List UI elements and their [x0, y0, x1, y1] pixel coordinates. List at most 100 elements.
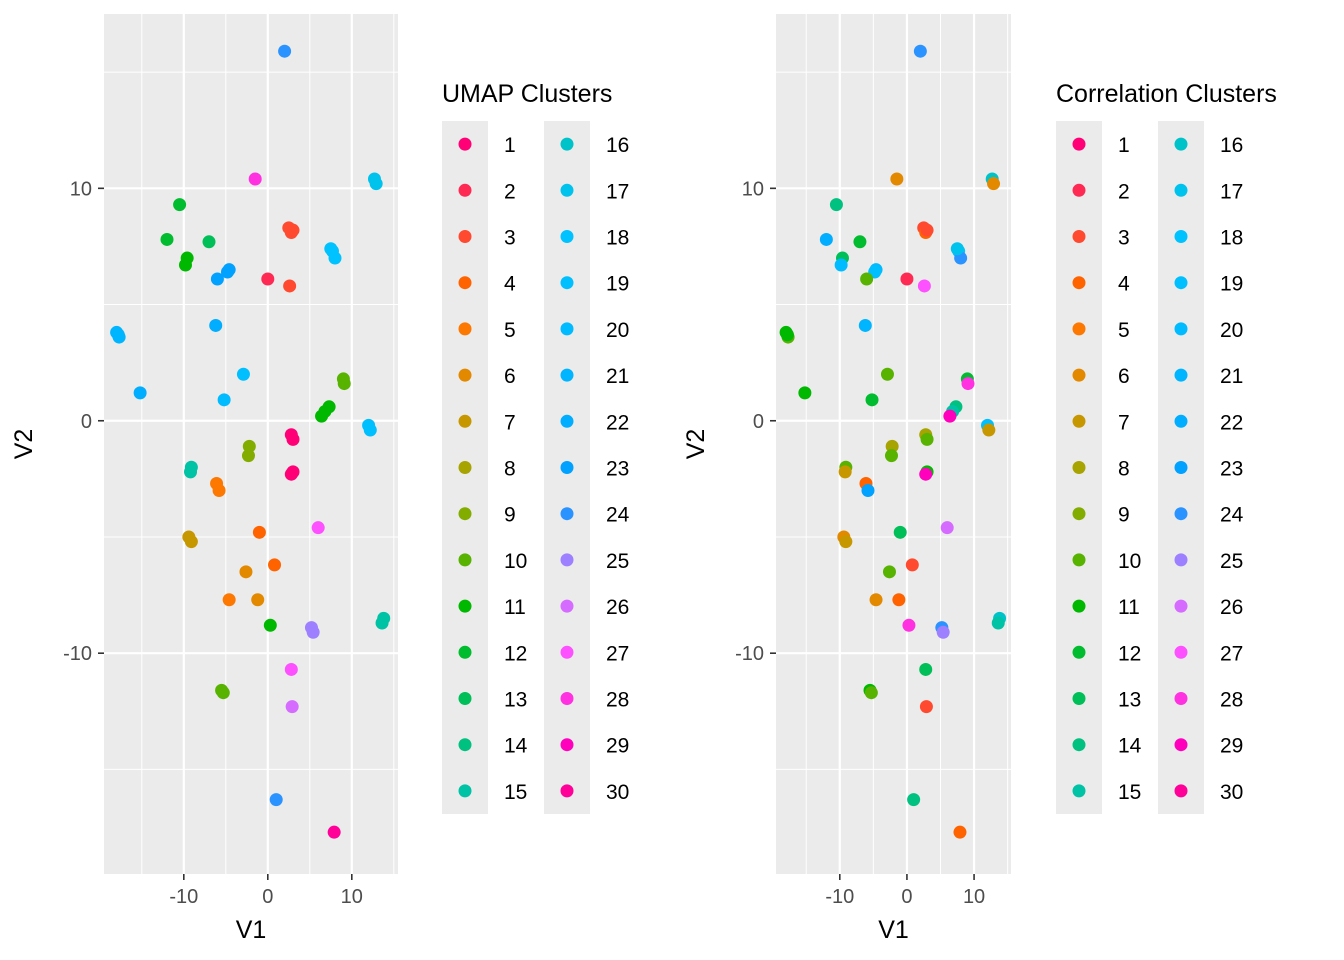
plot1-y-tick-label: 0 [81, 411, 92, 433]
plot2-legend-key [1072, 414, 1086, 428]
plot1-legend-key [560, 692, 574, 705]
plot2-legend-key [1174, 368, 1188, 382]
plot2-legend-label: 3 [1118, 227, 1130, 250]
plot1-legend-key [560, 322, 574, 336]
plot2-point [913, 44, 927, 58]
plot2-legend-key [1072, 137, 1086, 151]
plot1-legend-key [458, 784, 472, 798]
plot1-legend-key [560, 645, 574, 659]
plot2-legend-label: 13 [1118, 689, 1141, 712]
plot1-legend-key [560, 738, 574, 752]
plot1-legend-label: 30 [606, 781, 629, 804]
plot2-point [890, 172, 904, 186]
plot2-legend-label: 14 [1118, 735, 1142, 758]
plot1-legend-key [458, 692, 472, 705]
plot2-point [987, 177, 1001, 191]
plot2-point [780, 328, 794, 342]
plot1-legend-key [560, 507, 574, 521]
plot2-x-axis-title: V1 [878, 916, 909, 944]
plot1-point [184, 535, 198, 549]
plot1-legend-label: 15 [504, 781, 527, 804]
plot1-legend-key [458, 553, 472, 567]
plot1-y-tick-label: 10 [70, 178, 92, 200]
plot2-legend-label: 29 [1220, 735, 1243, 758]
plot2-legend-key [1174, 645, 1188, 659]
plot1-x-tick-label: 10 [341, 886, 363, 908]
plot2-point [861, 483, 875, 497]
plot1-point [133, 386, 147, 400]
plot2-legend-label: 11 [1118, 596, 1140, 619]
plot2-point [902, 618, 916, 632]
plot1-legend-label: 27 [606, 642, 629, 665]
plot1-legend-label: 3 [504, 227, 516, 250]
plot1-legend-key [458, 738, 472, 752]
plot2-legend-key [1174, 276, 1188, 290]
plot1-point [178, 258, 192, 272]
plot1-point [315, 409, 329, 423]
plot1-legend-key [560, 137, 574, 151]
plot1-legend-label: 8 [504, 458, 516, 481]
plot2-point [917, 279, 931, 293]
plot1-x-tick-label: 0 [262, 886, 273, 908]
plot2-point [798, 386, 812, 400]
plot2-point [953, 825, 967, 839]
plot1-legend-key [458, 507, 472, 521]
plot1-legend-key [458, 230, 472, 243]
plot1-legend-label: 4 [504, 273, 516, 296]
plot2-point [858, 318, 872, 332]
plot1-legend-label: 14 [504, 735, 528, 758]
plot2-point [905, 558, 919, 572]
plot2-legend-key [1072, 645, 1086, 659]
plot1-point [236, 367, 250, 381]
plot2-point [943, 409, 957, 423]
plot2-legend-label: 8 [1118, 458, 1130, 481]
plot2-y-axis-title: V2 [682, 429, 710, 460]
plot2-legend-key [1072, 507, 1086, 521]
plot2-legend-label: 23 [1220, 458, 1243, 481]
plot2-legend-key [1174, 507, 1188, 521]
plot2-legend-key [1072, 461, 1086, 474]
plot2-point [869, 593, 883, 607]
plot2-legend-label: 10 [1118, 550, 1141, 573]
plot2-legend-title: Correlation Clusters [1056, 80, 1277, 108]
plot2-x-tick-label: 10 [963, 886, 985, 908]
plot1-legend-key [560, 183, 574, 197]
plot2-legend-label: 30 [1220, 781, 1243, 804]
plot1-point [210, 272, 224, 286]
plot2-legend-label: 27 [1220, 642, 1243, 665]
plot2-point [961, 377, 975, 391]
plot2-legend-key [1174, 322, 1188, 336]
plot2-legend-key [1072, 692, 1086, 705]
plot2-x-tick-label: -10 [825, 886, 854, 908]
plot1-legend-label: 1 [504, 134, 516, 157]
plot1-point [248, 172, 262, 186]
plot1-legend-key [458, 368, 472, 382]
plot1-legend-label: 18 [606, 227, 629, 250]
plot2-point [991, 616, 1005, 630]
plot2-legend-key [1174, 599, 1188, 613]
plot2-legend-key [1174, 414, 1188, 428]
plot2-legend-label: 9 [1118, 504, 1130, 527]
plot1-legend-label: 11 [504, 596, 526, 619]
plot1-legend-key [458, 183, 472, 197]
plot2-point [839, 535, 853, 549]
plot1-point [111, 328, 125, 342]
plot2-legend-label: 19 [1220, 273, 1243, 296]
plot2-y-tick-label: 0 [753, 411, 764, 433]
plot1-point [209, 318, 223, 332]
plot2-legend-key [1174, 553, 1188, 567]
plot1-point [363, 423, 377, 437]
plot2-point [919, 662, 933, 676]
plot2-legend-key [1174, 692, 1188, 705]
plot1-legend-label: 26 [606, 596, 629, 619]
plot2-legend-key [1174, 230, 1188, 243]
plot1-legend-key [458, 414, 472, 428]
plot2-point [819, 232, 833, 246]
plot1-legend-label: 7 [504, 411, 516, 434]
plot1-legend-label: 6 [504, 365, 516, 388]
plot1-legend-label: 9 [504, 504, 516, 527]
plot1-point [324, 242, 338, 256]
plot2-legend-label: 1 [1118, 134, 1130, 157]
plot2-x-tick-label: 0 [901, 886, 912, 908]
